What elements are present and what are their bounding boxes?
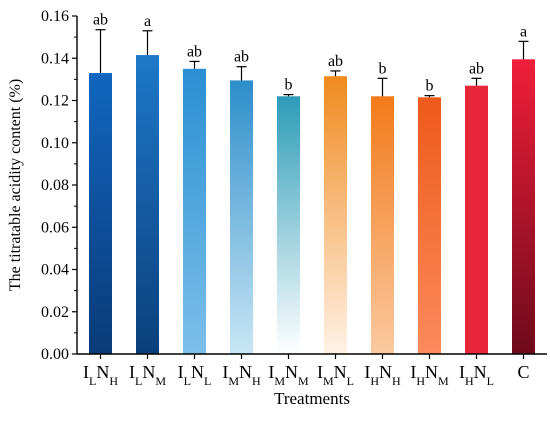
significance-label: a [520, 23, 527, 40]
significance-label: b [379, 60, 387, 77]
y-tick-label: 0.16 [41, 8, 69, 25]
x-tick-label: IHNH [364, 362, 401, 388]
x-tick-label: IMNM [268, 362, 309, 388]
bar [465, 85, 488, 355]
significance-label: ab [187, 43, 202, 60]
y-tick-label: 0.06 [41, 219, 69, 236]
x-tick-label: IHNM [410, 362, 449, 388]
y-tick-label: 0.14 [41, 50, 69, 67]
bar [371, 96, 394, 354]
y-tick-label: 0.02 [41, 304, 69, 321]
significance-label: a [144, 13, 151, 30]
bar [183, 68, 206, 354]
x-tick-label: IMNH [222, 362, 261, 388]
bar [89, 73, 112, 354]
significance-label: b [426, 78, 434, 95]
y-tick-label: 0.12 [41, 93, 69, 110]
significance-label: ab [93, 12, 108, 29]
bar [324, 76, 347, 355]
x-tick-label: ILNL [178, 362, 212, 388]
x-tick-label: IMNL [317, 362, 354, 388]
bar [277, 96, 300, 354]
y-axis-title: The titratable acidity content (%) [7, 79, 24, 291]
significance-label: ab [328, 53, 343, 70]
significance-labels-layer: ab a ab ab b ab b b ab a [93, 12, 527, 95]
x-tick-label: ILNH [83, 362, 118, 388]
x-tick-label: IHNL [459, 362, 494, 388]
bar [136, 55, 159, 354]
error-bars-layer [95, 29, 529, 98]
bar [230, 80, 253, 355]
significance-label: ab [234, 49, 249, 66]
bar [418, 97, 441, 354]
y-tick-label: 0.04 [41, 262, 69, 279]
significance-label: b [285, 77, 293, 94]
axes-layer: ILNH ILNM ILNL IMNH IMNM IMNL IHNH IHNM IHNL C 0.0… [41, 8, 547, 388]
x-tick-label: ILNM [129, 362, 166, 388]
y-tick-label: 0.08 [41, 177, 69, 194]
x-tick-label: C [517, 362, 529, 382]
y-tick-label: 0.00 [41, 346, 69, 363]
significance-label: ab [469, 60, 484, 77]
y-tick-label: 0.10 [41, 135, 69, 152]
x-axis-title: Treatments [274, 389, 350, 408]
bars-layer [89, 55, 535, 355]
bar [512, 59, 535, 355]
